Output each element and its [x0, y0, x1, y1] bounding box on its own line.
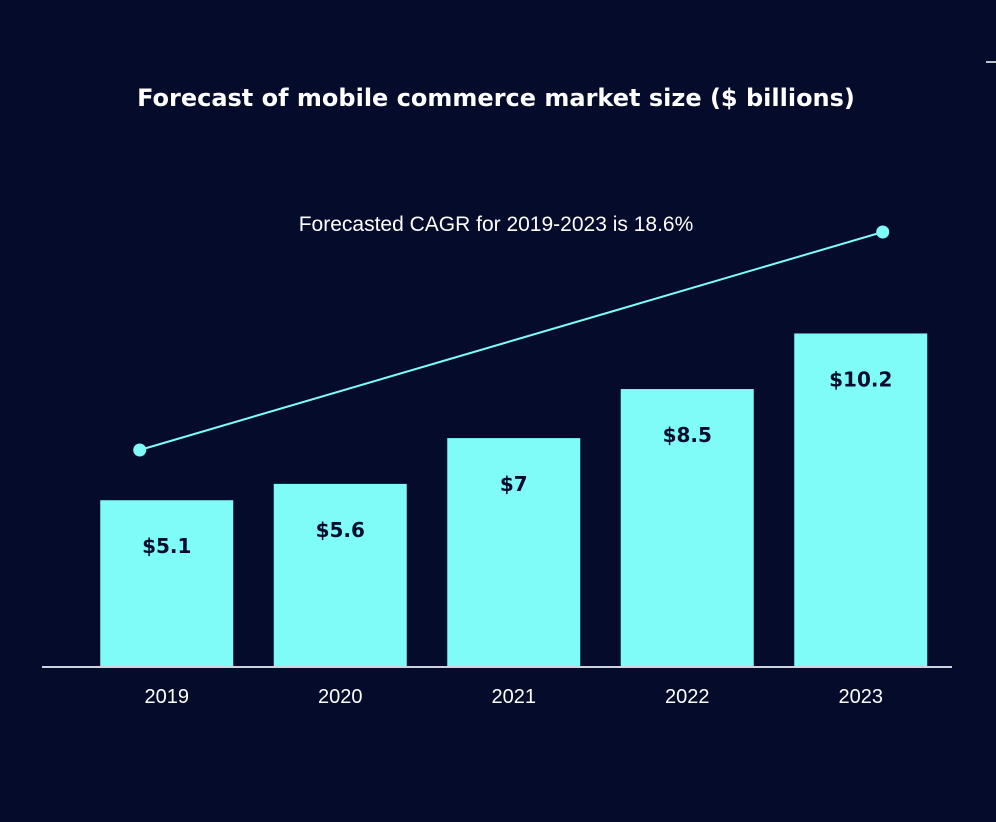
bar-2021: [447, 438, 581, 667]
data-label-2021: $7: [500, 472, 528, 496]
data-label-2022: $8.5: [663, 423, 712, 447]
data-label-2023: $10.2: [829, 367, 892, 391]
cagr-trend-line: [139, 231, 884, 451]
chart-title: Forecast of mobile commerce market size …: [137, 84, 855, 112]
x-tick-label-2019: 2019: [145, 686, 190, 708]
data-label-2019: $5.1: [142, 534, 191, 558]
data-label-2020: $5.6: [316, 518, 365, 542]
bar-2023: [794, 333, 928, 667]
x-tick-label-2023: 2023: [839, 686, 884, 708]
bar-2022: [620, 389, 754, 667]
x-tick-label-2022: 2022: [665, 686, 710, 708]
cagr-trend-start-point: [133, 443, 147, 457]
x-tick-label-2020: 2020: [318, 686, 363, 708]
x-axis-tick-labels: 2019 2020 2021 2022 2023: [145, 686, 884, 708]
bar-2019: [100, 500, 234, 667]
bars: $5.1 $5.6 $7 $8.5 $10.2: [100, 333, 928, 667]
cagr-trend-end-point: [876, 225, 890, 239]
trend-line-group: [133, 225, 890, 457]
bar-2020: [273, 483, 407, 667]
cagr-annotation: Forecasted CAGR for 2019-2023 is 18.6%: [299, 213, 694, 236]
x-tick-label-2021: 2021: [492, 686, 537, 708]
